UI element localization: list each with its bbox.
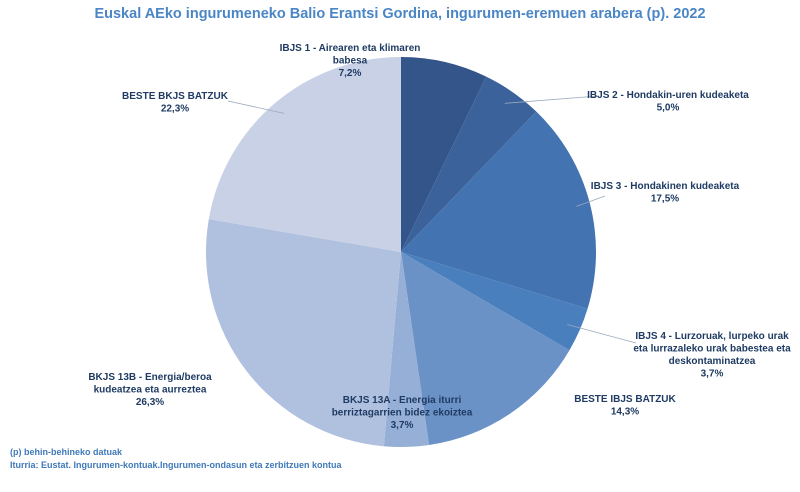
slice-label-line: IBJS 1 - Airearen eta klimaren: [280, 43, 421, 54]
pie-slices: [206, 57, 597, 447]
pie-slice-6: [383, 252, 430, 447]
pie-slice-7: [206, 219, 401, 447]
pie-slice-2: [401, 76, 537, 253]
slice-label-line: berriztagarrien bidez ekoiztea: [332, 408, 473, 419]
footnote-provisional: (p) behin-behineko datuak: [10, 447, 123, 457]
slice-value-label: 7,2%: [339, 68, 362, 79]
leader-line-4: [567, 324, 637, 344]
leader-line-3: [576, 195, 606, 207]
slice-value-label: 17,5%: [651, 194, 679, 205]
slice-label-2: IBJS 2 - Hondakin-uren kudeaketa 5,0%: [587, 90, 749, 114]
pie-slice-1: [401, 57, 487, 252]
slice-value-label: 22,3%: [161, 104, 189, 115]
slice-label-7: BKJS 13B - Energia/beroa kudeatzea eta au…: [88, 372, 212, 408]
slice-value-label: 3,7%: [391, 420, 414, 431]
slice-value-label: 26,3%: [136, 397, 164, 408]
slice-label-line: eta lurrazaleko urak babestea eta: [633, 344, 791, 355]
slice-label-line: kudeatzea eta aurreztea: [94, 385, 207, 396]
leader-line-8: [227, 100, 285, 114]
slice-label-6: BKJS 13A - Energia iturri berriztagarrien…: [332, 395, 473, 431]
footnote-source: Iturria: Eustat. Ingurumen-kontuak.Ingur…: [10, 460, 342, 470]
slice-label-5: BESTE IBJS BATZUK 14,3%: [574, 394, 676, 418]
slice-label-line: BESTE IBJS BATZUK: [574, 394, 676, 405]
slice-label-line: IBJS 2 - Hondakin-uren kudeaketa: [587, 90, 749, 101]
slice-label-3: IBJS 3 - Hondakinen kudeaketa 17,5%: [591, 181, 740, 205]
slice-labels: IBJS 1 - Airearen eta klimaren babesa 7,2%…: [88, 43, 791, 431]
slice-label-4: IBJS 4 - Lurzoruak, lurpeko urak eta lurr…: [633, 331, 791, 380]
slice-label-line: IBJS 4 - Lurzoruak, lurpeko urak: [635, 331, 789, 342]
pie-slice-5: [401, 252, 570, 445]
slice-value-label: 3,7%: [701, 369, 724, 380]
slice-label-line: IBJS 3 - Hondakinen kudeaketa: [591, 181, 740, 192]
slice-value-label: 5,0%: [657, 103, 680, 114]
slice-label-line: BKJS 13B - Energia/beroa: [88, 372, 212, 383]
chart-title: Euskal AEko ingurumeneko Balio Erantsi G…: [94, 6, 706, 22]
slice-label-8: BESTE BKJS BATZUK 22,3%: [122, 91, 229, 115]
slice-label-line: deskontaminatzea: [669, 356, 756, 367]
slice-label-line: BKJS 13A - Energia iturri: [343, 395, 462, 406]
slice-label-1: IBJS 1 - Airearen eta klimaren babesa 7,2%: [280, 43, 421, 79]
pie-slice-8: [208, 57, 401, 252]
leader-lines: [227, 95, 637, 344]
slice-label-line: babesa: [333, 56, 368, 67]
slice-label-line: BESTE BKJS BATZUK: [122, 91, 229, 102]
leader-line-2: [504, 95, 599, 104]
pie-slice-4: [401, 252, 588, 351]
pie-slice-3: [401, 111, 597, 309]
slice-value-label: 14,3%: [611, 407, 639, 418]
